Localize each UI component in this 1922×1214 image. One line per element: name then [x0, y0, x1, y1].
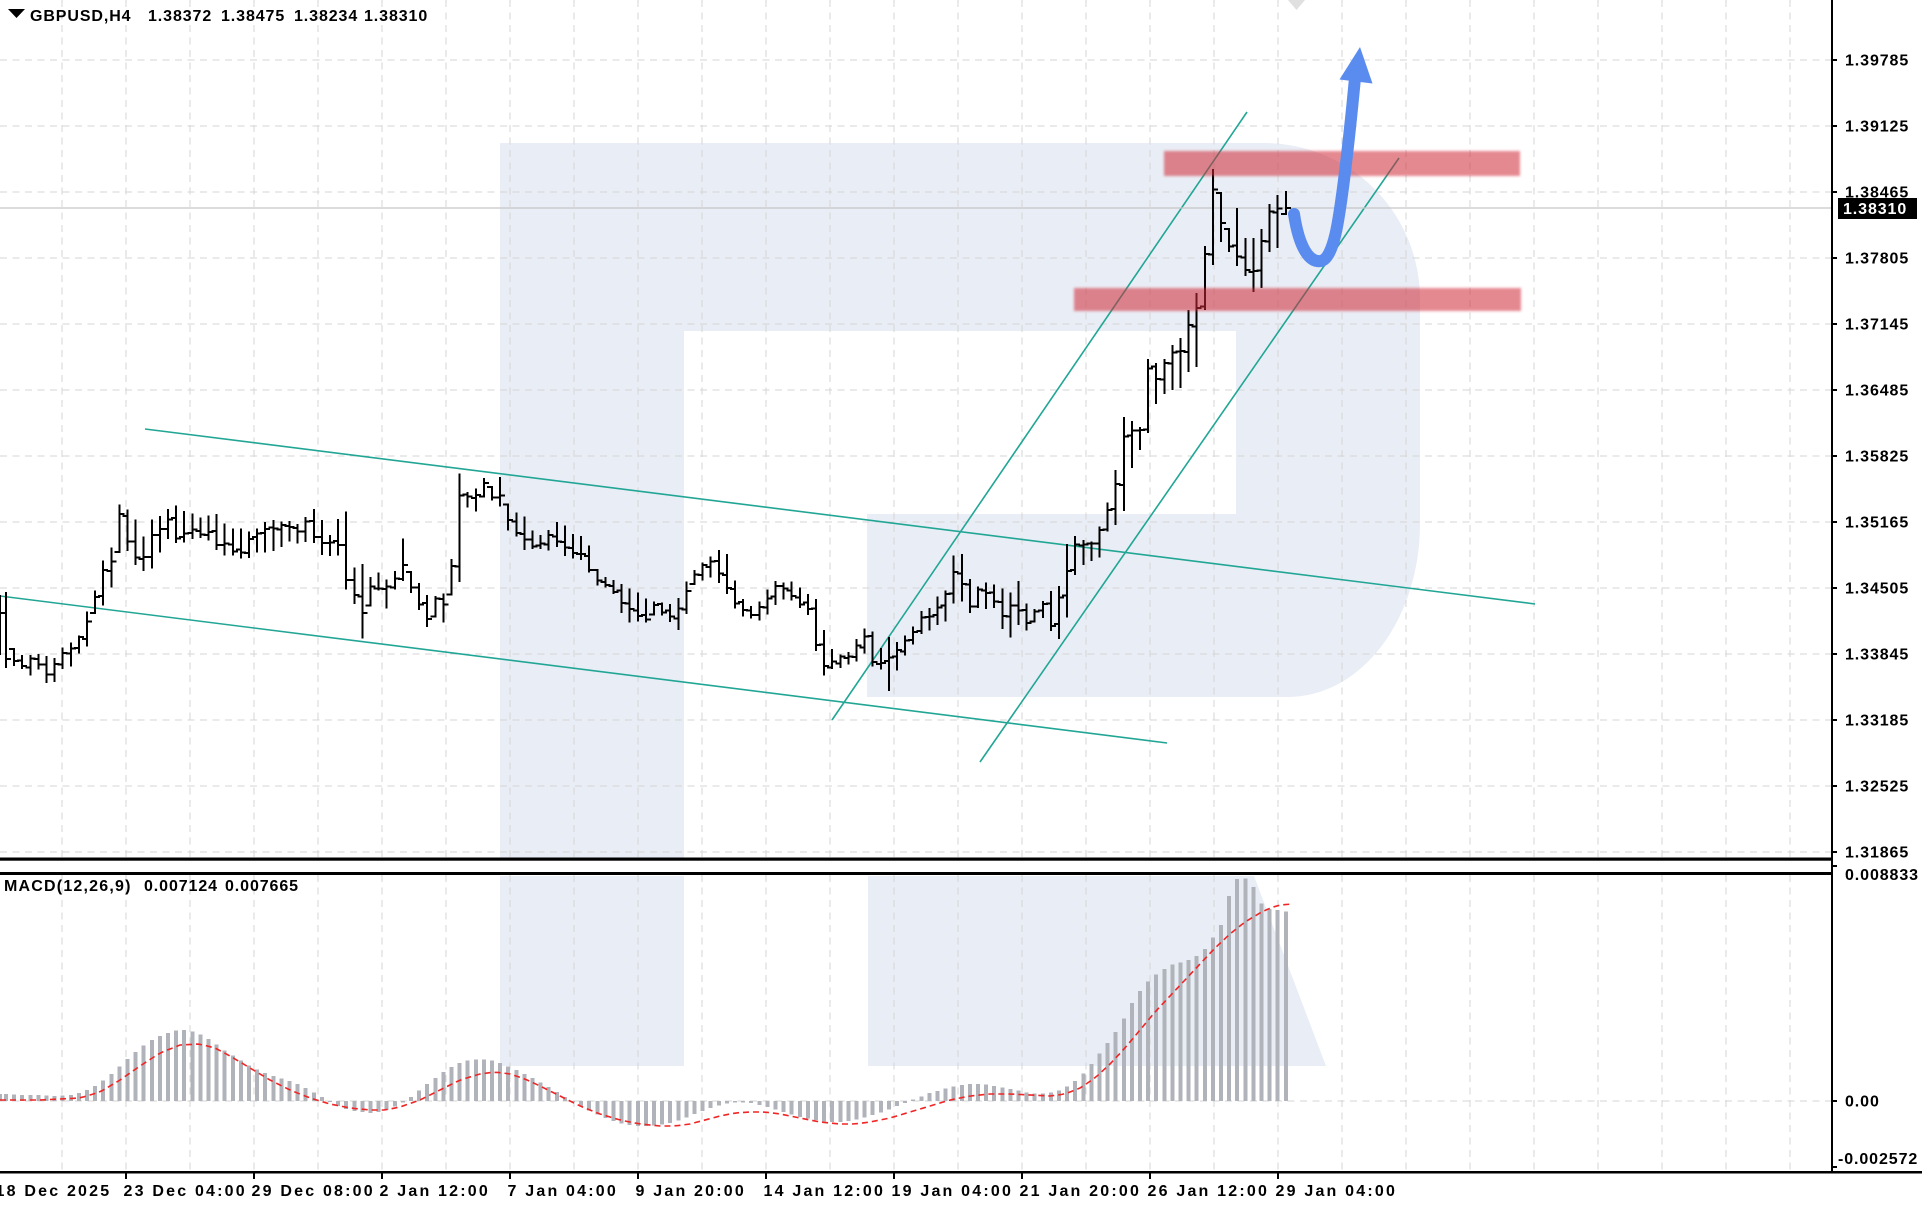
svg-text:1.33185: 1.33185: [1845, 713, 1909, 730]
svg-text:29 Jan 04:00: 29 Jan 04:00: [1276, 1183, 1398, 1200]
svg-text:1.35165: 1.35165: [1845, 515, 1909, 532]
svg-text:0.00: 0.00: [1845, 1094, 1880, 1111]
svg-text:1.37805: 1.37805: [1845, 251, 1909, 268]
svg-text:1.39785: 1.39785: [1845, 53, 1909, 70]
svg-text:1.38475: 1.38475: [221, 8, 285, 25]
svg-text:19 Jan 04:00: 19 Jan 04:00: [892, 1183, 1014, 1200]
svg-text:21 Jan 20:00: 21 Jan 20:00: [1020, 1183, 1142, 1200]
svg-text:1.33845: 1.33845: [1845, 647, 1909, 664]
svg-text:1.35825: 1.35825: [1845, 449, 1909, 466]
svg-text:26 Jan 12:00: 26 Jan 12:00: [1148, 1183, 1270, 1200]
svg-text:18 Dec 2025: 18 Dec 2025: [0, 1183, 111, 1200]
svg-text:9 Jan 20:00: 9 Jan 20:00: [636, 1183, 746, 1200]
svg-text:29 Dec 08:00: 29 Dec 08:00: [252, 1183, 375, 1200]
svg-text:1.38310: 1.38310: [364, 8, 428, 25]
svg-text:1.38465: 1.38465: [1845, 185, 1909, 202]
svg-text:1.34505: 1.34505: [1845, 581, 1909, 598]
svg-text:1.37145: 1.37145: [1845, 317, 1909, 334]
svg-text:MACD(12,26,9): MACD(12,26,9): [4, 878, 132, 895]
svg-text:14 Jan 12:00: 14 Jan 12:00: [764, 1183, 886, 1200]
svg-text:0.007665: 0.007665: [225, 878, 299, 895]
svg-text:-0.002572: -0.002572: [1838, 1151, 1918, 1168]
svg-text:1.31865: 1.31865: [1845, 845, 1909, 862]
svg-text:1.39125: 1.39125: [1845, 119, 1909, 136]
svg-text:GBPUSD,H4: GBPUSD,H4: [30, 8, 131, 25]
svg-text:1.38372: 1.38372: [148, 8, 212, 25]
svg-text:1.36485: 1.36485: [1845, 383, 1909, 400]
svg-text:0.007124: 0.007124: [144, 878, 218, 895]
svg-text:1.38310: 1.38310: [1843, 201, 1907, 218]
svg-text:1.38234: 1.38234: [294, 8, 358, 25]
svg-text:7 Jan 04:00: 7 Jan 04:00: [508, 1183, 618, 1200]
svg-text:0.008833: 0.008833: [1845, 867, 1919, 884]
svg-text:1.32525: 1.32525: [1845, 779, 1909, 796]
svg-text:2 Jan 12:00: 2 Jan 12:00: [380, 1183, 490, 1200]
svg-text:23 Dec 04:00: 23 Dec 04:00: [124, 1183, 247, 1200]
